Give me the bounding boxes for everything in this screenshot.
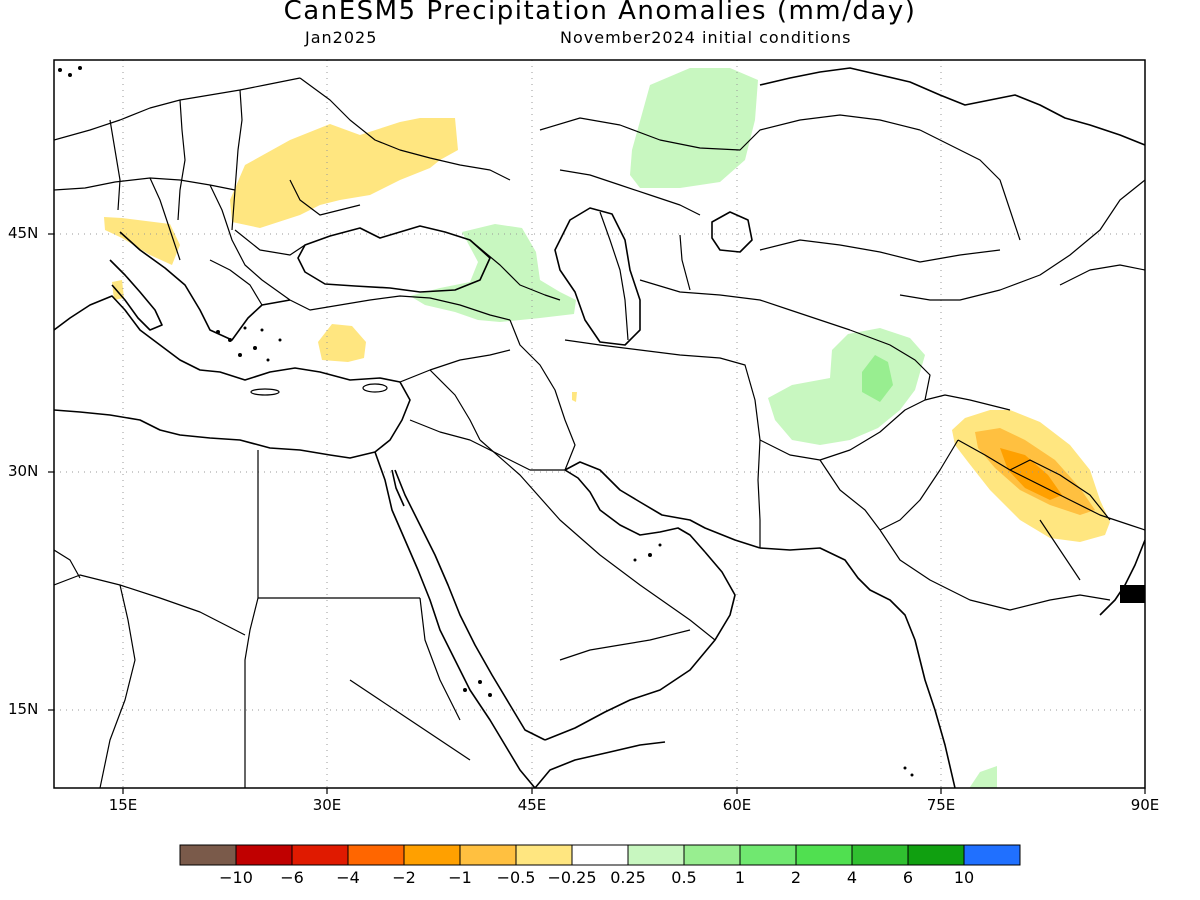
colorbar-swatch xyxy=(795,844,853,866)
colorbar-label: −0.25 xyxy=(547,868,597,887)
lon-label-30e: 30E xyxy=(312,796,342,814)
strong-dry-anomaly-himalaya xyxy=(1000,448,1062,500)
axis-ticks xyxy=(48,233,1146,794)
colorbar-label: −10 xyxy=(219,868,253,887)
map-grid xyxy=(54,60,1145,788)
lon-label-90e: 90E xyxy=(1130,796,1160,814)
coastlines xyxy=(54,67,1145,788)
colorbar-swatch xyxy=(235,844,293,866)
forecast-month: Jan2025 xyxy=(305,28,378,47)
lat-label-30n: 30N xyxy=(8,462,39,480)
colorbar-swatch xyxy=(347,844,405,866)
wet-anomaly-afghanistan-core xyxy=(862,355,893,402)
colorbar-swatch xyxy=(515,844,573,866)
map-frame xyxy=(53,59,1146,789)
colorbar-swatch xyxy=(403,844,461,866)
colorbar-swatch xyxy=(683,844,741,866)
colorbar-label: 1 xyxy=(734,868,746,887)
colorbar-label: 10 xyxy=(953,868,975,887)
dry-anomaly-mesopotamia xyxy=(572,392,577,402)
colorbar-label: 6 xyxy=(902,868,914,887)
islands xyxy=(58,66,1145,777)
colorbar-label: −1 xyxy=(448,868,472,887)
initial-conditions: November2024 initial conditions xyxy=(560,28,852,47)
colorbar-label: −0.5 xyxy=(496,868,536,887)
colorbar-label: −2 xyxy=(392,868,416,887)
dry-anomaly-turkey xyxy=(318,324,366,362)
lon-label-15e: 15E xyxy=(108,796,138,814)
colorbar-swatch xyxy=(627,844,685,866)
lon-label-75e: 75E xyxy=(926,796,956,814)
map-title: CanESM5 Precipitation Anomalies (mm/day) xyxy=(283,0,917,26)
lon-label-45e: 45E xyxy=(517,796,547,814)
colorbar-swatch xyxy=(571,844,629,866)
colorbar-swatch xyxy=(459,844,517,866)
colorbar-swatch xyxy=(963,844,1021,866)
colorbar-label: −6 xyxy=(280,868,304,887)
colorbar-label: −4 xyxy=(336,868,360,887)
country-borders xyxy=(54,77,1145,788)
colorbar-label: 0.5 xyxy=(671,868,697,887)
colorbar-label: 2 xyxy=(790,868,802,887)
wet-anomaly-caucasus xyxy=(410,224,576,322)
lat-label-15n: 15N xyxy=(8,700,39,718)
colorbar-swatch xyxy=(739,844,797,866)
dry-anomaly-eastern-europe xyxy=(230,118,458,228)
wet-anomaly-south-india xyxy=(969,766,997,788)
lon-label-60e: 60E xyxy=(722,796,752,814)
colorbar xyxy=(179,844,1021,866)
colorbar-label: 4 xyxy=(846,868,858,887)
anomaly-shading xyxy=(104,68,1110,788)
wet-anomaly-kazakhstan xyxy=(630,68,758,188)
colorbar-swatch xyxy=(291,844,349,866)
colorbar-swatch xyxy=(851,844,909,866)
lat-label-45n: 45N xyxy=(8,224,39,242)
colorbar-label: 0.25 xyxy=(610,868,646,887)
wet-anomaly-afghanistan xyxy=(768,328,925,445)
colorbar-swatch xyxy=(179,844,237,866)
colorbar-swatch xyxy=(907,844,965,866)
